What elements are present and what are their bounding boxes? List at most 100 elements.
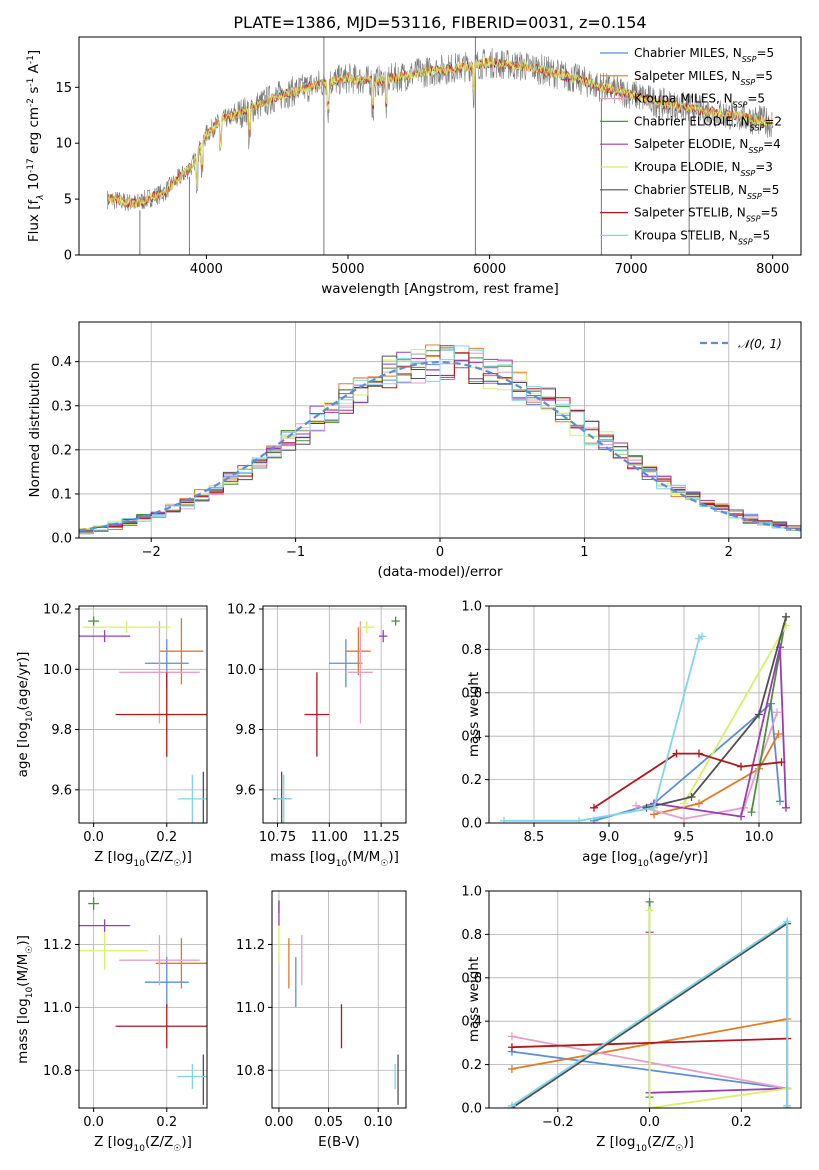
weight-line	[648, 932, 788, 1094]
x-axis-label: age [log10(age/yr)]	[582, 849, 708, 869]
weight-series-kroupa-elodie	[645, 906, 792, 1108]
plot-area	[272, 891, 406, 1108]
plot-area	[106, 37, 773, 255]
axes-frame	[78, 890, 208, 1109]
weight-marker	[687, 792, 696, 801]
y-tick-label: 10.0	[43, 663, 72, 678]
errorbar-salpeter-elodie	[379, 630, 388, 643]
weight-marker	[590, 803, 598, 812]
x-tick-label: 10.75	[259, 830, 296, 845]
weight-marker	[680, 799, 688, 808]
y-axis-label: age [log10(age/yr)]	[15, 652, 35, 778]
chart-title: PLATE=1386, MJD=53116, FIBERID=0031, z=0…	[233, 13, 646, 32]
errorbar-salpeter-stelib	[304, 672, 330, 757]
x-axis-label: (data-model)/error	[377, 564, 503, 580]
x-tick-label: 10.0	[745, 830, 774, 845]
x-tick-label: −2	[142, 545, 161, 560]
plot-area	[489, 606, 801, 823]
x-tick-label: 0.0	[83, 1115, 104, 1130]
y-tick-label: 1.0	[461, 600, 482, 615]
chart-age_vs_mass: 10.75 11.00 11.25 9.6 9.8 10.0 10.2 mass [log10…	[227, 603, 407, 869]
errorbar-kroupa-elodie	[82, 621, 171, 634]
errorbar-salpeter-miles	[345, 627, 371, 676]
weight-marker	[747, 808, 756, 817]
chart-mass_vs_ebv: 0.00 0.05 0.10 10.8 11.0 11.2 E(B-V)	[236, 890, 407, 1150]
x-axis-label: Z [log10(Z/Z☉)]	[94, 849, 192, 869]
chart-residuals: −2 −1 0 1 2 0.0 0.1 0.2 0.3 0.4 (data-model)/error…	[27, 321, 802, 580]
errorbar-kroupa-miles	[119, 935, 200, 986]
legend: Chabrier MILES, NSSP=5 Salpeter MILES, NS…	[600, 46, 782, 246]
y-axis-label: Normed distribution	[27, 363, 43, 498]
y-tick-label: 10.2	[43, 603, 72, 618]
plot-area	[79, 891, 207, 1108]
weight-marker	[695, 799, 703, 808]
weight-marker	[782, 803, 790, 812]
x-tick-label: 6000	[473, 262, 506, 277]
axes-frame	[78, 605, 208, 824]
errorbar-salpeter-stelib	[115, 672, 207, 757]
weight-marker	[737, 762, 745, 771]
axes-frame	[78, 36, 802, 256]
weight-marker	[507, 1101, 516, 1108]
legend-label: Kroupa STELIB, NSSP=5	[634, 228, 770, 246]
weight-marker	[774, 730, 783, 739]
grid-lines	[489, 891, 801, 1108]
errorbar-kroupa-miles	[119, 621, 200, 724]
x-tick-label: 11.00	[311, 830, 348, 845]
errorbar-chabrier-miles	[144, 957, 189, 1008]
weight-marker	[500, 816, 508, 823]
x-tick-label: 0.00	[264, 1115, 293, 1130]
chart-weight_vs_Z: −0.2 0.0 0.2 0.0 0.2 0.4 0.6 0.8 1.0 Z [log10(Z/Z…	[461, 885, 802, 1154]
y-tick-label: 0.2	[461, 773, 482, 788]
chart-mass_vs_Z: 0.0 0.2 10.8 11.0 11.2 Z [log10(Z/Z☉)] mass [l…	[15, 890, 208, 1154]
grid-lines	[489, 606, 801, 823]
weight-series-salpeter-stelib	[590, 749, 786, 812]
x-axis-label: wavelength [Angstrom, rest frame]	[321, 281, 559, 297]
legend-label: Chabrier ELODIE, NSSP=2	[634, 114, 782, 131]
model-fit-kroupa-elodie	[106, 57, 773, 208]
weight-marker	[680, 814, 688, 823]
legend-label: Salpeter ELODIE, NSSP=4	[634, 137, 781, 155]
y-axis-label: mass weight	[466, 957, 482, 1042]
weight-line	[648, 910, 788, 1108]
y-tick-label: 11.0	[236, 1001, 265, 1016]
weight-marker	[777, 758, 786, 767]
weight-marker	[698, 632, 706, 641]
weight-marker	[783, 917, 792, 926]
y-tick-label: 0.8	[461, 928, 482, 943]
y-axis-label: mass [log10(M/M☉)]	[15, 935, 35, 1064]
plot-area	[263, 606, 406, 823]
y-tick-label: 9.6	[51, 783, 72, 798]
y-axis-label: Flux [fλ 10-17 erg cm-2 s-1 A-1]	[26, 50, 46, 242]
y-tick-label: 0.4	[461, 730, 482, 745]
x-axis-label: Z [log10(Z/Z☉)]	[94, 1134, 192, 1154]
y-tick-label: 10.0	[227, 663, 256, 678]
y-tick-label: 10.8	[43, 1064, 72, 1079]
errorbar-salpeter-elodie	[79, 630, 131, 643]
x-axis-label: mass [log10(M/M☉)]	[270, 849, 399, 869]
errorbar-salpeter-stelib	[115, 1004, 207, 1049]
x-tick-label: 9.0	[599, 830, 620, 845]
legend-label: Chabrier STELIB, NSSP=5	[634, 183, 779, 201]
weight-line	[653, 646, 787, 818]
weight-line	[511, 1037, 788, 1049]
x-tick-label: 0.10	[364, 1115, 393, 1130]
weight-marker	[782, 612, 790, 621]
errorbar-salpeter-miles	[159, 618, 204, 685]
x-tick-label: 0.2	[156, 1115, 177, 1130]
weight-marker	[507, 1064, 516, 1073]
y-tick-label: 10	[55, 137, 72, 152]
weight-marker	[773, 708, 781, 717]
y-tick-label: 11.0	[43, 1001, 72, 1016]
weight-line	[653, 733, 780, 816]
weight-series-kroupa-stelib	[507, 917, 792, 1108]
y-tick-label: 0.0	[461, 1102, 482, 1117]
y-tick-label: 0.4	[461, 1015, 482, 1030]
grid-lines	[79, 891, 207, 1108]
y-tick-label: 0.6	[461, 971, 482, 986]
weight-marker	[507, 1032, 516, 1041]
x-tick-label: 8000	[756, 262, 789, 277]
y-tick-label: 0.2	[461, 1058, 482, 1073]
weight-marker	[776, 797, 784, 806]
residual-histogram-kroupa-stelib	[79, 345, 801, 538]
